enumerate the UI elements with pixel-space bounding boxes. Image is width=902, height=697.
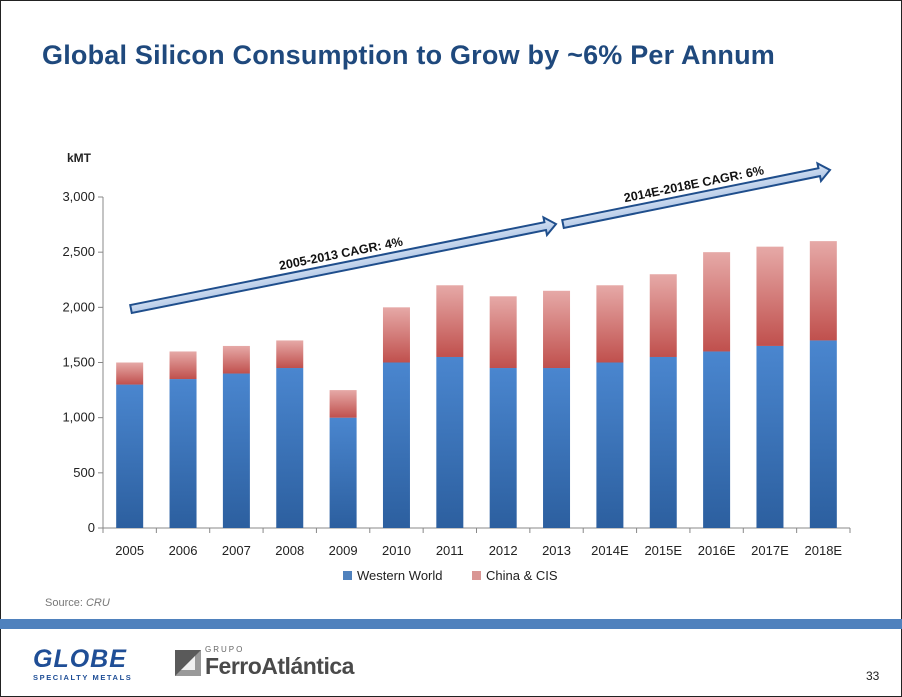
x-tick-label: 2006: [169, 543, 198, 558]
bar-western-world: [809, 340, 837, 528]
y-tick-label: 500: [73, 465, 95, 480]
x-tick-label: 2008: [275, 543, 304, 558]
y-tick-label: 1,500: [62, 355, 95, 370]
globe-logo-subtitle: SPECIALTY METALS: [33, 673, 133, 682]
legend-label-western-world: Western World: [357, 568, 443, 583]
x-tick-label: 2014E: [591, 543, 629, 558]
bar-china-cis: [382, 307, 410, 363]
y-tick-label: 1,000: [62, 410, 95, 425]
ferroatlantica-mark-icon: [175, 650, 201, 676]
cagr-arrow-2014e-2018e: 2014E-2018E CAGR: 6%: [561, 161, 832, 230]
x-tick-label: 2007: [222, 543, 251, 558]
bar-western-world: [116, 384, 144, 528]
footer-strip: [0, 619, 902, 629]
bar-china-cis: [703, 252, 731, 352]
x-tick-label: 2015E: [644, 543, 682, 558]
y-tick-label: 2,500: [62, 244, 95, 259]
x-tick-label: 2011: [436, 543, 464, 558]
bar-china-cis: [596, 285, 624, 363]
source-note: Source: CRU: [45, 597, 110, 609]
ferroatlantica-word: FerroAtlántica: [205, 653, 354, 679]
y-tick-label: 0: [88, 520, 95, 535]
globe-logo: GLOBE SPECIALTY METALS: [33, 646, 133, 682]
bar-china-cis: [756, 246, 784, 346]
bar-western-world: [596, 362, 624, 528]
globe-logo-word: GLOBE: [33, 645, 127, 673]
x-tick-label: 2017E: [751, 543, 789, 558]
bar-western-world: [436, 356, 464, 528]
x-tick-label: 2009: [329, 543, 358, 558]
legend-swatch-western-world: [343, 571, 352, 580]
bar-western-world: [382, 362, 410, 528]
bar-western-world: [489, 368, 517, 528]
cagr-arrow-2005-2013-shape: [129, 215, 558, 315]
x-tick-label: 2016E: [698, 543, 736, 558]
bar-china-cis: [436, 285, 464, 357]
source-name: CRU: [85, 597, 110, 609]
y-tick-label: 3,000: [62, 189, 95, 204]
y-unit-label: kMT: [67, 151, 92, 165]
x-tick-label: 2005: [115, 543, 144, 558]
x-tick-label: 2013: [542, 543, 571, 558]
slide-title: Global Silicon Consumption to Grow by ~6…: [42, 40, 776, 70]
x-tick-label: 2012: [489, 543, 518, 558]
bar-china-cis: [489, 296, 517, 369]
bar-china-cis: [649, 274, 677, 357]
legend-swatch-china-cis: [472, 571, 481, 580]
stacked-bar-chart: kMT 0 500 1,000 1,500 2,000 2,500 3,000 2005 2006…: [62, 151, 851, 583]
bar-china-cis: [329, 390, 357, 418]
y-tick-label: 2,000: [62, 299, 95, 314]
legend-label-china-cis: China & CIS: [486, 568, 558, 583]
bar-western-world: [703, 351, 731, 528]
bar-china-cis: [222, 345, 250, 374]
bar-western-world: [329, 417, 357, 528]
bar-china-cis: [116, 362, 144, 385]
bar-western-world: [543, 368, 571, 528]
page-number: 33: [866, 669, 880, 683]
x-tick-label: 2010: [382, 543, 411, 558]
bar-china-cis: [276, 340, 304, 369]
ferroatlantica-grupo: GRUPO: [205, 645, 245, 654]
source-label: Source:: [45, 597, 83, 609]
bar-western-world: [276, 368, 304, 528]
cagr-arrow-2014e-2018e-shape: [561, 161, 832, 230]
bar-western-world: [649, 356, 677, 528]
bar-western-world: [169, 379, 197, 528]
x-tick-label: 2018E: [805, 543, 843, 558]
bar-western-world: [222, 373, 250, 528]
bar-western-world: [756, 345, 784, 528]
bar-china-cis: [543, 290, 571, 369]
ferroatlantica-logo: GRUPO FerroAtlántica: [175, 645, 365, 681]
bar-china-cis: [809, 241, 837, 341]
bar-china-cis: [169, 351, 197, 380]
